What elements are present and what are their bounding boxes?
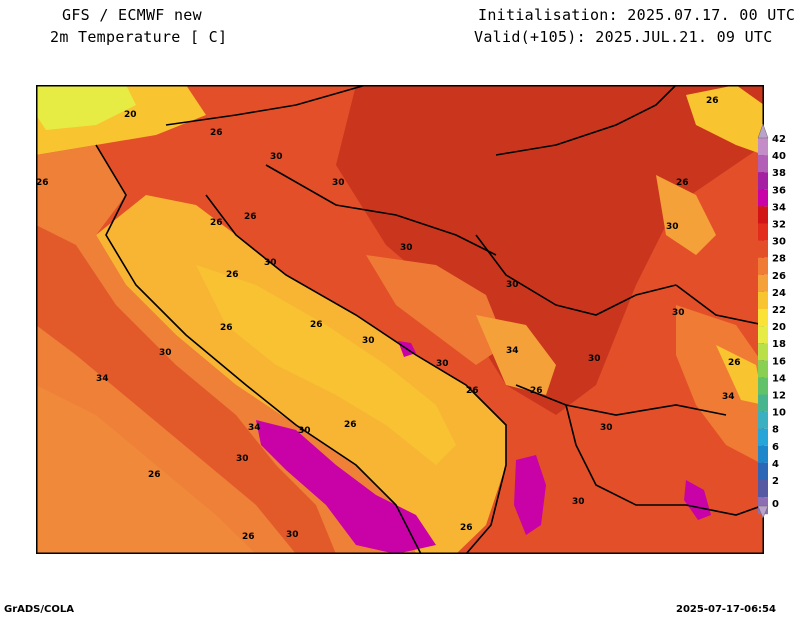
colorbar-tick-label: 6 <box>772 442 779 453</box>
footer-credit: GrADS/COLA <box>4 604 74 615</box>
contour-label: 26 <box>244 212 257 222</box>
east-balkan-zone <box>676 305 764 465</box>
contour-label: 30 <box>506 280 519 290</box>
border-croatia <box>265 164 497 256</box>
contour-label: 26 <box>530 386 543 396</box>
kosovo-highlands <box>476 315 556 395</box>
colorbar-tick-label: 8 <box>772 425 779 436</box>
colorbar-tick-label: 40 <box>772 151 786 162</box>
italy-hot-strip <box>36 225 336 554</box>
coastline-balkans <box>205 194 507 554</box>
hotspot-greece <box>684 480 711 520</box>
contour-label: 30 <box>436 359 449 369</box>
contour-label: 34 <box>722 392 735 402</box>
contour-label: 26 <box>210 218 223 228</box>
colorbar-tick-label: 30 <box>772 237 786 248</box>
colorbar-tick-label: 14 <box>772 373 786 384</box>
adriatic-inner <box>196 265 456 465</box>
contour-label: 30 <box>286 530 299 540</box>
contour-label: 26 <box>210 128 223 138</box>
colorbar-tick-label: 32 <box>772 220 786 231</box>
border-bulgaria <box>675 284 764 326</box>
colorbar-tick-label: 42 <box>772 134 786 145</box>
model-title: GFS / ECMWF new <box>62 6 202 24</box>
contour-label: 30 <box>672 308 685 318</box>
contour-label: 30 <box>362 336 375 346</box>
contour-label: 34 <box>506 346 519 356</box>
colorbar-tick-label: 16 <box>772 356 786 367</box>
hot-interior-zone <box>336 85 764 415</box>
colorbar-tick-label: 38 <box>772 168 786 179</box>
colorbar-tick-label: 0 <box>772 499 779 510</box>
colorbar-tick-label: 10 <box>772 408 786 419</box>
contour-label: 30 <box>600 423 613 433</box>
border-serbia <box>475 234 677 316</box>
border-north <box>165 85 367 126</box>
border-greece <box>565 404 764 516</box>
hotspot-south-italy <box>256 420 436 554</box>
colorbar-tick-label: 34 <box>772 202 786 213</box>
colorbar-tick-label: 26 <box>772 271 786 282</box>
border-romania <box>495 85 677 156</box>
contour-label: 30 <box>264 258 277 268</box>
contour-label: 26 <box>220 323 233 333</box>
footer-timestamp: 2025-07-17-06:54 <box>676 604 776 615</box>
contour-label: 30 <box>572 497 585 507</box>
contour-label: 26 <box>706 96 719 106</box>
east-yellow-zone <box>716 345 764 405</box>
colorbar-tick-label: 18 <box>772 339 786 350</box>
contour-label: 26 <box>310 320 323 330</box>
temperature-map: 20 26 26 30 30 26 26 26 30 26 30 30 30 2… <box>36 85 764 554</box>
colorbar-tick-label: 22 <box>772 305 786 316</box>
carpathian-cool <box>656 175 716 255</box>
contour-label: 26 <box>728 358 741 368</box>
contour-label: 26 <box>148 470 161 480</box>
contour-label: 30 <box>270 152 283 162</box>
contour-label: 26 <box>242 532 255 542</box>
contour-label: 30 <box>588 354 601 364</box>
initialisation-time: Initialisation: 2025.07.17. 00 UTC <box>478 6 796 24</box>
colorbar-tick-label: 36 <box>772 185 786 196</box>
contour-label: 30 <box>400 243 413 253</box>
contour-label: 34 <box>96 374 109 384</box>
coastline-italy <box>95 144 422 554</box>
colorbar-tick-label: 20 <box>772 322 786 333</box>
colorbar-tick-label: 12 <box>772 391 786 402</box>
colorbar-tick-label: 28 <box>772 254 786 265</box>
contour-label: 26 <box>460 523 473 533</box>
nw-green-zone <box>36 85 136 130</box>
contour-label: 26 <box>226 270 239 280</box>
contour-label: 34 <box>248 423 261 433</box>
contour-label: 26 <box>344 420 357 430</box>
valid-time: Valid(+105): 2025.JUL.21. 09 UTC <box>474 28 773 46</box>
contour-label: 26 <box>676 178 689 188</box>
ne-cool-zone <box>686 85 764 155</box>
contour-label: 26 <box>466 386 479 396</box>
contour-label: 30 <box>298 426 311 436</box>
contour-label: 30 <box>332 178 345 188</box>
contour-label: 30 <box>159 348 172 358</box>
contour-label: 20 <box>124 110 137 120</box>
contour-label: 30 <box>666 222 679 232</box>
tyrrhenian-sea <box>36 385 256 554</box>
colorbar-tick-label: 4 <box>772 459 779 470</box>
colorbar-tick-label: 24 <box>772 288 786 299</box>
hotspot-albania <box>514 455 546 535</box>
variable-title: 2m Temperature [ C] <box>50 28 228 46</box>
contour-label: 26 <box>36 178 49 188</box>
colorbar-tick-label: 2 <box>772 476 779 487</box>
border-macedonia <box>515 384 727 416</box>
bosnia-highlands <box>366 255 506 365</box>
contour-label: 30 <box>236 454 249 464</box>
